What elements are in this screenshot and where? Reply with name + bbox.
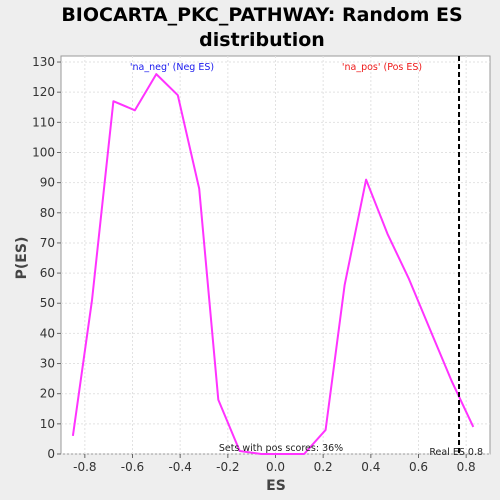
y-tick-label: 130: [32, 55, 55, 69]
y-tick-label: 90: [40, 176, 55, 190]
x-tick-label: -0.2: [216, 460, 239, 474]
plot-area: [60, 55, 491, 455]
y-tick-label: 30: [40, 357, 55, 371]
x-tick-label: 0.4: [361, 460, 380, 474]
y-tick-label: 10: [40, 417, 55, 431]
y-tick-label: 60: [40, 266, 55, 280]
y-tick-label: 0: [47, 447, 55, 461]
y-tick-label: 70: [40, 236, 55, 250]
x-tick-label: 0.8: [457, 460, 476, 474]
x-tick-label: 0.2: [314, 460, 333, 474]
chart-title-line2: distribution: [199, 29, 325, 51]
y-tick-label: 80: [40, 206, 55, 220]
pos-es-label: 'na_pos' (Pos ES): [342, 62, 422, 73]
pos-scores-text: Sets with pos scores: 36%: [219, 443, 343, 454]
x-tick-label: -0.8: [73, 460, 96, 474]
x-axis-label: ES: [266, 478, 286, 494]
y-tick-label: 40: [40, 326, 55, 340]
y-tick-label: 20: [40, 387, 55, 401]
axis-ticks: -0.8 -0.6 -0.4 -0.2 0.0 0.2 0.4 0.6 0.8 0 10 20 30 40…: [32, 55, 476, 474]
x-tick-label: -0.6: [121, 460, 144, 474]
neg-es-label: 'na_neg' (Neg ES): [130, 62, 214, 73]
x-tick-label: 0.6: [409, 460, 428, 474]
y-tick-label: 110: [32, 115, 55, 129]
y-tick-label: 50: [40, 296, 55, 310]
y-tick-label: 120: [32, 85, 55, 99]
es-distribution-line: [71, 73, 475, 455]
chart-title-line1: BIOCARTA_PKC_PATHWAY: Random ES: [61, 4, 462, 26]
real-es-label: Real ES 0.8: [429, 447, 483, 458]
x-tick-label: 0.0: [266, 460, 285, 474]
y-axis-label: P(ES): [14, 237, 30, 280]
x-tick-label: -0.4: [168, 460, 191, 474]
y-tick-label: 100: [32, 145, 55, 159]
